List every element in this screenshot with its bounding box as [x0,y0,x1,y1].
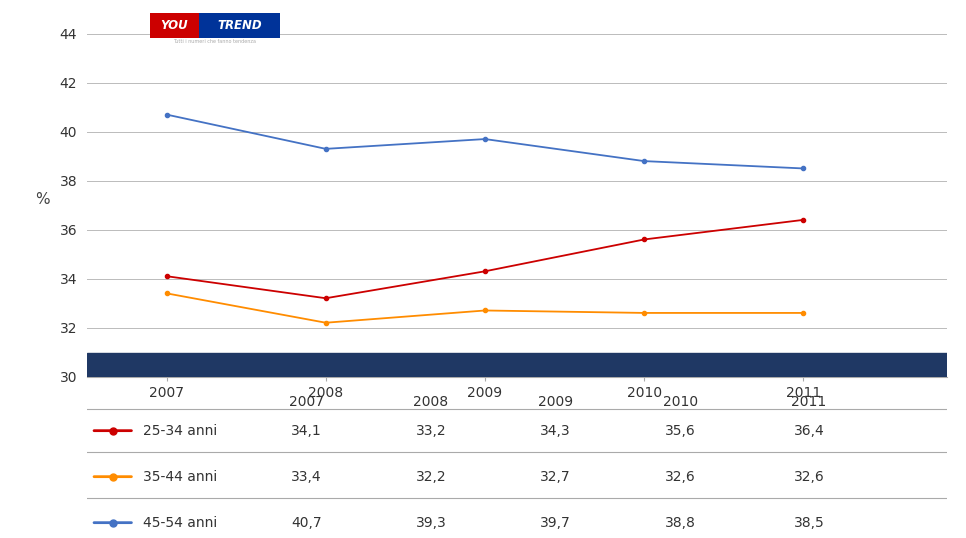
Text: 39,3: 39,3 [415,515,446,530]
Text: 2008: 2008 [413,395,448,409]
Text: 2011: 2011 [791,395,827,409]
Bar [199,13,280,38]
Text: 34,3: 34,3 [540,423,571,438]
Bar [87,353,947,384]
Text: 38,8: 38,8 [665,515,696,530]
Text: 33,2: 33,2 [415,423,446,438]
Text: 32,6: 32,6 [794,470,825,484]
Text: 38,5: 38,5 [794,515,825,530]
Text: YOU: YOU [160,19,188,32]
Text: 2009: 2009 [538,395,573,409]
Text: 40,7: 40,7 [291,515,322,530]
Text: Tutti i numeri che fanno tendenza: Tutti i numeri che fanno tendenza [174,39,256,44]
Text: 36,4: 36,4 [794,423,825,438]
Text: 35,6: 35,6 [665,423,696,438]
Text: 32,6: 32,6 [665,470,696,484]
Text: 33,4: 33,4 [291,470,322,484]
Text: 35-44 anni: 35-44 anni [143,470,217,484]
Bar [150,13,199,38]
Text: 39,7: 39,7 [540,515,571,530]
Y-axis label: %: % [36,192,50,207]
Text: 32,2: 32,2 [415,470,446,484]
Text: 2010: 2010 [663,395,697,409]
Text: 45-54 anni: 45-54 anni [143,515,217,530]
Text: 25-34 anni: 25-34 anni [143,423,217,438]
Text: TREND: TREND [217,19,262,32]
Text: 34,1: 34,1 [291,423,322,438]
Text: 2007: 2007 [289,395,324,409]
Text: 32,7: 32,7 [540,470,571,484]
